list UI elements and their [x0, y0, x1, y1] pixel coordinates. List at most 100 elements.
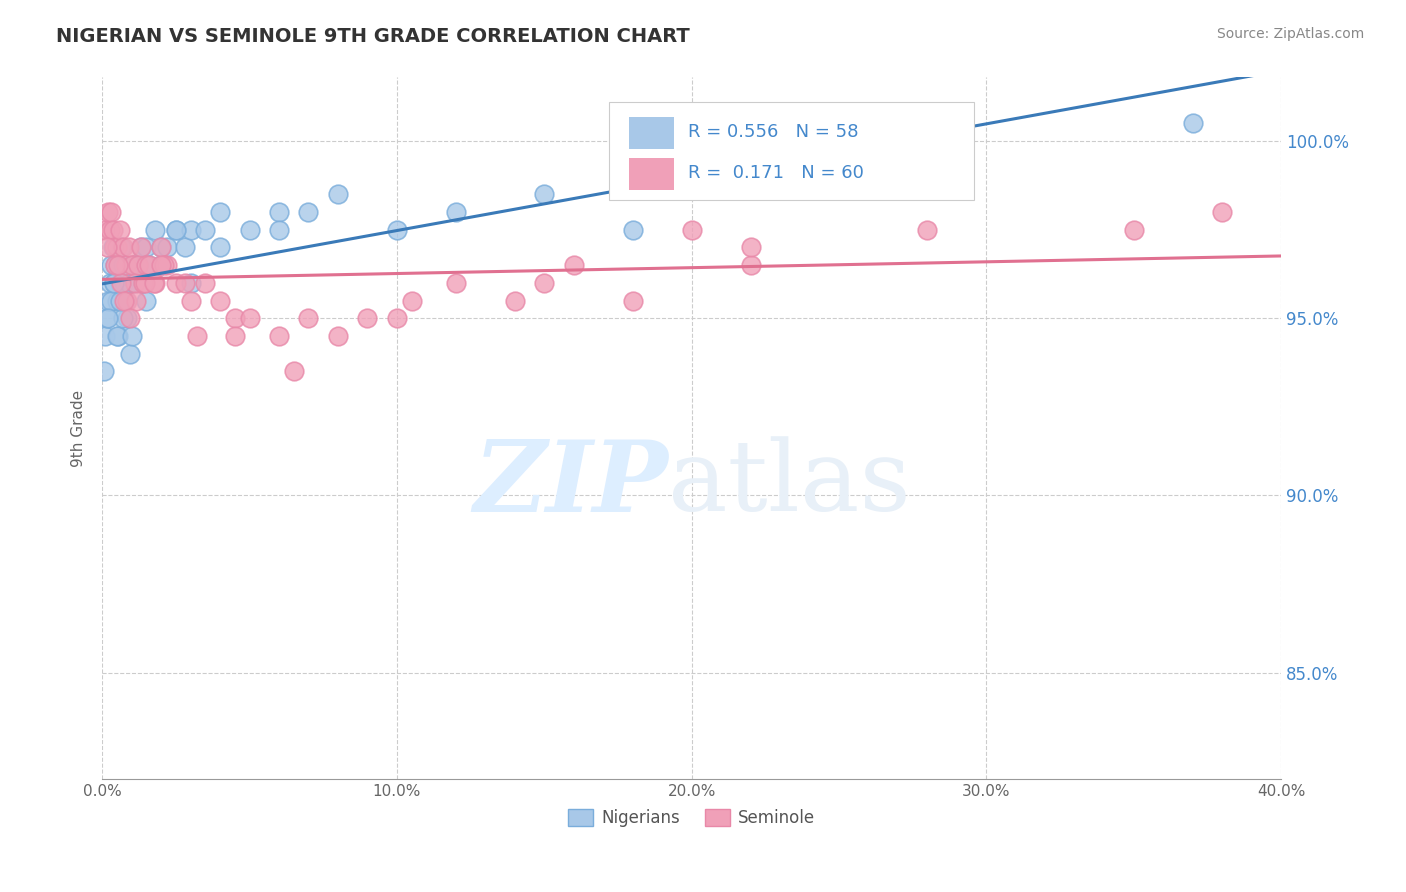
Legend: Nigerians, Seminole: Nigerians, Seminole	[561, 802, 823, 834]
Point	[110, 276, 132, 290]
Point	[562, 258, 585, 272]
Point	[238, 223, 260, 237]
Point	[100, 205, 122, 219]
Text: Source: ZipAtlas.com: Source: ZipAtlas.com	[1216, 27, 1364, 41]
Point	[621, 223, 644, 237]
Point	[112, 276, 135, 290]
Point	[156, 258, 179, 272]
Point	[104, 258, 127, 272]
Point	[105, 329, 128, 343]
Point	[110, 240, 132, 254]
Point	[297, 311, 319, 326]
Point	[385, 311, 408, 326]
Point	[209, 293, 232, 308]
Point	[111, 258, 134, 272]
Point	[150, 240, 173, 254]
Point	[98, 276, 121, 290]
Point	[1181, 116, 1204, 130]
Point	[267, 205, 290, 219]
Point	[96, 311, 118, 326]
Point	[143, 276, 166, 290]
Point	[150, 258, 173, 272]
Point	[173, 240, 195, 254]
Point	[127, 258, 149, 272]
Point	[356, 311, 378, 326]
Point	[101, 240, 124, 254]
Point	[97, 293, 120, 308]
Point	[108, 276, 131, 290]
Point	[681, 223, 703, 237]
Point	[173, 276, 195, 290]
Point	[114, 258, 136, 272]
Point	[125, 293, 148, 308]
Point	[94, 329, 117, 343]
Point	[165, 276, 187, 290]
Text: atlas: atlas	[668, 436, 911, 533]
FancyBboxPatch shape	[628, 118, 673, 149]
Point	[114, 258, 136, 272]
Point	[401, 293, 423, 308]
FancyBboxPatch shape	[628, 158, 673, 190]
Point	[267, 329, 290, 343]
Point	[97, 205, 120, 219]
Point	[138, 258, 160, 272]
Point	[124, 276, 146, 290]
Point	[103, 276, 125, 290]
Point	[142, 276, 165, 290]
Point	[114, 293, 136, 308]
Point	[503, 293, 526, 308]
Point	[444, 276, 467, 290]
Point	[135, 293, 157, 308]
Point	[121, 329, 143, 343]
Point	[105, 240, 128, 254]
Point	[297, 205, 319, 219]
Y-axis label: 9th Grade: 9th Grade	[72, 390, 86, 467]
Point	[112, 293, 135, 308]
Point	[117, 293, 139, 308]
Point	[385, 223, 408, 237]
Point	[165, 223, 187, 237]
Point	[96, 240, 118, 254]
Point	[134, 276, 156, 290]
Point	[107, 329, 129, 343]
Point	[180, 293, 202, 308]
Point	[98, 223, 121, 237]
Point	[94, 223, 117, 237]
Point	[194, 223, 217, 237]
Point	[156, 240, 179, 254]
Point	[135, 240, 157, 254]
Point	[118, 240, 141, 254]
Point	[150, 258, 173, 272]
Point	[143, 223, 166, 237]
Point	[117, 311, 139, 326]
Point	[132, 276, 155, 290]
Point	[121, 258, 143, 272]
Point	[111, 311, 134, 326]
Point	[120, 347, 142, 361]
Point	[120, 311, 142, 326]
Point	[180, 223, 202, 237]
Point	[186, 329, 208, 343]
Point	[224, 329, 246, 343]
Text: NIGERIAN VS SEMINOLE 9TH GRADE CORRELATION CHART: NIGERIAN VS SEMINOLE 9TH GRADE CORRELATI…	[56, 27, 690, 45]
Point	[129, 240, 152, 254]
Point	[105, 293, 128, 308]
Point	[108, 223, 131, 237]
Point	[111, 240, 134, 254]
Point	[100, 258, 122, 272]
Point	[194, 276, 217, 290]
Point	[93, 364, 115, 378]
Point	[1122, 223, 1144, 237]
Point	[533, 187, 555, 202]
Point	[153, 258, 176, 272]
Point	[209, 205, 232, 219]
Text: R = 0.556   N = 58: R = 0.556 N = 58	[688, 123, 859, 141]
Point	[1211, 205, 1233, 219]
Point	[326, 187, 349, 202]
Point	[103, 240, 125, 254]
Point	[100, 293, 122, 308]
Text: ZIP: ZIP	[472, 436, 668, 533]
Point	[165, 223, 187, 237]
Text: R =  0.171   N = 60: R = 0.171 N = 60	[688, 164, 863, 182]
Point	[124, 276, 146, 290]
